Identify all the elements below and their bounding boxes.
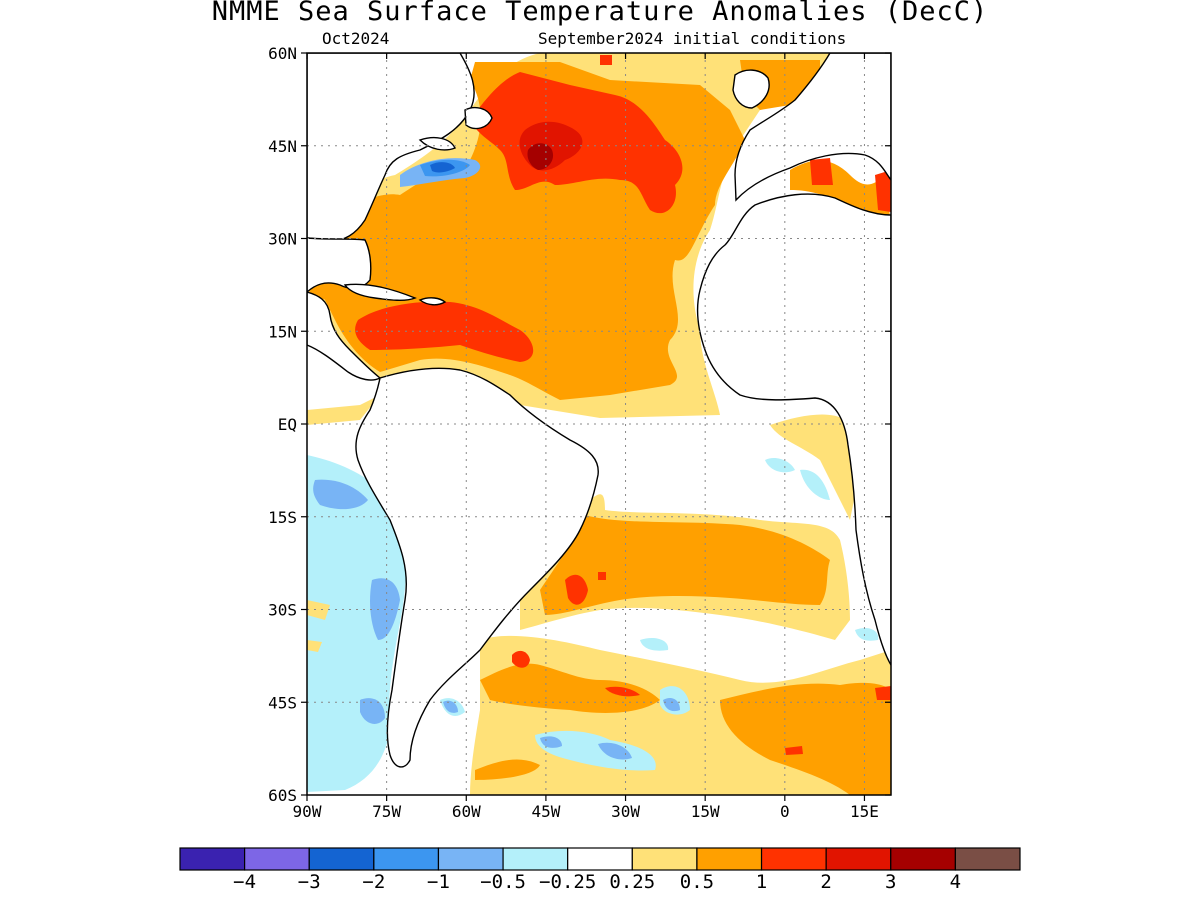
med-red-2 bbox=[875, 170, 891, 212]
lat-tick-label: 45S bbox=[268, 693, 297, 712]
cuba-land bbox=[343, 283, 417, 301]
colorbar-swatch bbox=[631, 847, 698, 871]
forecast-month: Oct2024 bbox=[322, 29, 390, 48]
colorbar-swatch bbox=[373, 847, 440, 871]
chart-title: NMME Sea Surface Temperature Anomalies (… bbox=[211, 0, 989, 27]
lon-tick-label: 60W bbox=[452, 802, 481, 821]
lat-tick-label: 60N bbox=[268, 44, 297, 63]
sa-orange bbox=[540, 515, 830, 615]
so-cyan-4 bbox=[640, 628, 879, 651]
sa-south-red-4 bbox=[875, 686, 891, 700]
lon-tick-label: 30W bbox=[611, 802, 640, 821]
colorbar-label: 0.25 bbox=[609, 871, 655, 893]
lon-tick-label: 0 bbox=[780, 802, 790, 821]
sa-south-orange-3 bbox=[475, 759, 540, 780]
florida-gulf-land bbox=[307, 237, 372, 293]
nova-scotia-land bbox=[418, 136, 456, 151]
colorbar-swatch bbox=[502, 847, 569, 871]
colorbar-swatch bbox=[696, 847, 763, 871]
sa-south-red-2 bbox=[605, 686, 640, 697]
anomaly-field bbox=[307, 53, 891, 795]
colorbar-label: −0.5 bbox=[480, 871, 526, 893]
sa-red bbox=[565, 574, 588, 605]
africa-land bbox=[696, 193, 891, 667]
lat-tick-label: 60S bbox=[268, 786, 297, 805]
colorbar-label: −2 bbox=[362, 871, 385, 893]
colorbar: −4 −3 −2 −1 −0.5 −0.25 0.25 0.5 1 2 3 4 bbox=[179, 847, 1021, 893]
caribbean-red bbox=[355, 301, 534, 362]
newfoundland-land bbox=[464, 106, 493, 130]
lon-tick-label: 15E bbox=[850, 802, 879, 821]
sep-light-1 bbox=[307, 600, 330, 620]
lat-tick-label: 45N bbox=[268, 137, 297, 156]
lat-tick-label: 15N bbox=[268, 322, 297, 341]
lon-tick-label: 45W bbox=[531, 802, 560, 821]
land bbox=[307, 53, 891, 768]
colorbar-swatch bbox=[308, 847, 375, 871]
colorbar-label: −0.25 bbox=[539, 871, 596, 893]
colorbar-swatch bbox=[890, 847, 956, 871]
colorbar-label: 3 bbox=[885, 871, 896, 893]
sa-south-orange-1 bbox=[480, 663, 660, 713]
sep-blue-3 bbox=[360, 698, 385, 724]
colorbar-swatch bbox=[179, 847, 246, 871]
sa-south-red-3 bbox=[785, 746, 803, 755]
sa-south-orange-2 bbox=[720, 682, 891, 795]
colorbar-label: −3 bbox=[298, 871, 321, 893]
mab-blue-darker bbox=[430, 162, 455, 173]
colorbar-label: −1 bbox=[427, 871, 450, 893]
sep-light-2 bbox=[307, 640, 322, 652]
gulf-guinea-cyan bbox=[765, 458, 830, 500]
colorbar-swatch bbox=[244, 847, 310, 871]
so-blue-3 bbox=[663, 698, 680, 712]
colorbar-swatch bbox=[567, 847, 633, 871]
lon-tick-label: 15W bbox=[691, 802, 720, 821]
europe-land bbox=[734, 53, 891, 202]
colorbar-label: 1 bbox=[756, 871, 767, 893]
lon-tick-label: 75W bbox=[372, 802, 401, 821]
colorbar-label: 2 bbox=[820, 871, 831, 893]
so-blue-4 bbox=[443, 700, 458, 713]
colorbar-label: −4 bbox=[233, 871, 256, 893]
hispaniola-land bbox=[418, 297, 447, 306]
colorbar-label: 4 bbox=[950, 871, 961, 893]
british-isles-land bbox=[732, 69, 770, 109]
lat-tick-label: 15S bbox=[268, 508, 297, 527]
arctic-red-2 bbox=[600, 55, 612, 65]
central-america-land bbox=[307, 291, 382, 381]
colorbar-swatch bbox=[825, 847, 892, 871]
gulf-guinea-light bbox=[770, 414, 855, 520]
lat-tick-label: 30N bbox=[268, 230, 297, 249]
axis-ticks: 90W 75W 60W 45W 30W 15W 0 15E 60N 45N 30N 15N EQ 15S 3… bbox=[268, 44, 891, 821]
lon-tick-label: 90W bbox=[293, 802, 322, 821]
colorbar-swatch bbox=[954, 847, 1021, 871]
sa-red-dot bbox=[598, 572, 606, 580]
lat-tick-label: EQ bbox=[278, 415, 297, 434]
na-darkest bbox=[527, 143, 554, 170]
so-blue-2 bbox=[598, 742, 632, 760]
eq-atl-light bbox=[307, 395, 380, 425]
med-red bbox=[810, 158, 833, 185]
initial-conditions: September2024 initial conditions bbox=[538, 29, 847, 48]
colorbar-swatch bbox=[437, 847, 504, 871]
lat-tick-label: 30S bbox=[268, 601, 297, 620]
graticule bbox=[307, 53, 891, 795]
colorbar-swatch bbox=[760, 847, 827, 871]
sa-south-red-1 bbox=[512, 650, 530, 668]
colorbar-label: 0.5 bbox=[680, 871, 714, 893]
sep-blue-1 bbox=[313, 479, 368, 510]
